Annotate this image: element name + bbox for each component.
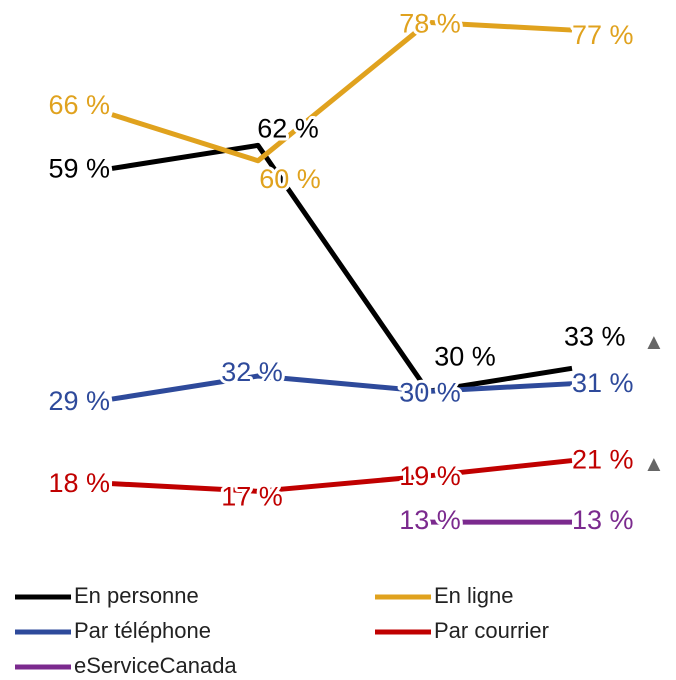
data-label: 66 % bbox=[48, 90, 110, 120]
data-label: 29 % bbox=[48, 386, 110, 416]
legend-label: eServiceCanada bbox=[74, 653, 237, 678]
series-line bbox=[111, 458, 573, 494]
data-label: 13 % bbox=[572, 505, 634, 535]
data-label: 33 % bbox=[564, 321, 626, 351]
data-label: 31 % bbox=[572, 368, 634, 398]
series-line bbox=[111, 373, 573, 402]
data-label: 62 % bbox=[257, 114, 319, 144]
legend-label: En personne bbox=[74, 583, 199, 608]
series-line bbox=[111, 142, 573, 394]
data-label: 30 % bbox=[399, 378, 461, 408]
annotation: ▲ bbox=[643, 451, 665, 476]
data-label: 19 % bbox=[399, 461, 461, 491]
data-label: 32 % bbox=[221, 357, 283, 387]
data-label: 17 % bbox=[221, 481, 283, 511]
data-label: 18 % bbox=[48, 468, 110, 498]
data-label: 13 % bbox=[399, 505, 461, 535]
annotation: ▲ bbox=[643, 329, 665, 354]
legend-label: Par téléphone bbox=[74, 618, 211, 643]
legend-label: En ligne bbox=[434, 583, 514, 608]
data-label: 30 % bbox=[434, 342, 496, 372]
data-label: 78 % bbox=[399, 9, 461, 39]
series-line bbox=[111, 19, 573, 164]
data-label: 59 % bbox=[48, 154, 110, 184]
legend-label: Par courrier bbox=[434, 618, 549, 643]
data-label: 60 % bbox=[259, 164, 321, 194]
data-label: 21 % bbox=[572, 445, 634, 475]
data-label: 77 % bbox=[572, 20, 634, 50]
